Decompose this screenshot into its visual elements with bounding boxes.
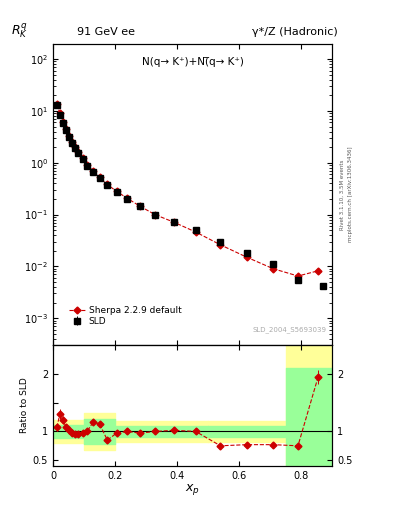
- X-axis label: $x_p$: $x_p$: [185, 482, 200, 497]
- Text: SLD_2004_S5693039: SLD_2004_S5693039: [253, 327, 327, 333]
- Sherpa 2.2.9 default: [76, 149, 81, 155]
- Sherpa 2.2.9 default: [105, 181, 110, 187]
- Sherpa 2.2.9 default: [67, 133, 72, 139]
- Y-axis label: $R_K^q$: $R_K^q$: [11, 22, 28, 40]
- Sherpa 2.2.9 default: [85, 161, 90, 167]
- Sherpa 2.2.9 default: [271, 266, 275, 272]
- Text: γ*/Z (Hadronic): γ*/Z (Hadronic): [252, 27, 338, 37]
- Sherpa 2.2.9 default: [80, 155, 85, 161]
- Sherpa 2.2.9 default: [193, 229, 198, 235]
- Sherpa 2.2.9 default: [64, 126, 68, 133]
- Sherpa 2.2.9 default: [218, 242, 223, 248]
- Sherpa 2.2.9 default: [73, 144, 78, 150]
- Sherpa 2.2.9 default: [296, 273, 300, 279]
- Text: 91 GeV ee: 91 GeV ee: [77, 27, 135, 37]
- Sherpa 2.2.9 default: [57, 110, 62, 116]
- Sherpa 2.2.9 default: [172, 219, 176, 225]
- Sherpa 2.2.9 default: [114, 188, 119, 195]
- Sherpa 2.2.9 default: [244, 254, 249, 260]
- Sherpa 2.2.9 default: [70, 139, 75, 145]
- Text: Rivet 3.1.10, 3.5M events: Rivet 3.1.10, 3.5M events: [340, 159, 345, 230]
- Line: Sherpa 2.2.9 default: Sherpa 2.2.9 default: [54, 102, 321, 279]
- Text: mcplots.cern.ch [arXiv:1306.3436]: mcplots.cern.ch [arXiv:1306.3436]: [348, 147, 353, 242]
- Sherpa 2.2.9 default: [316, 268, 321, 274]
- Sherpa 2.2.9 default: [125, 195, 130, 201]
- Sherpa 2.2.9 default: [97, 175, 102, 181]
- Y-axis label: Ratio to SLD: Ratio to SLD: [20, 378, 29, 434]
- Legend: Sherpa 2.2.9 default, SLD: Sherpa 2.2.9 default, SLD: [66, 303, 184, 329]
- Text: N(q→ K⁺)+N(̅q→ K⁺): N(q→ K⁺)+N(̅q→ K⁺): [141, 57, 244, 67]
- Sherpa 2.2.9 default: [54, 101, 59, 107]
- Sherpa 2.2.9 default: [91, 168, 96, 175]
- Sherpa 2.2.9 default: [138, 203, 142, 209]
- Sherpa 2.2.9 default: [61, 119, 65, 125]
- Sherpa 2.2.9 default: [153, 211, 158, 218]
